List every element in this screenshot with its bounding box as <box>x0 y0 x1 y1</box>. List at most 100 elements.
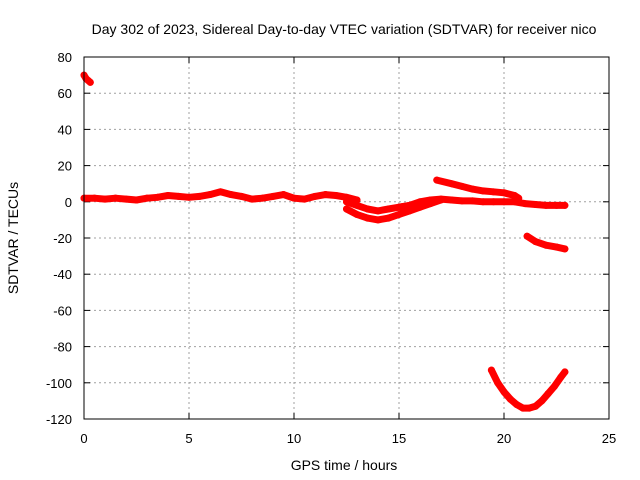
data-point <box>301 195 308 203</box>
x-tick-label: 15 <box>392 431 406 446</box>
data-point <box>494 379 502 387</box>
grid <box>84 57 609 419</box>
data-point <box>364 205 371 213</box>
data-point <box>154 193 161 201</box>
data-point <box>91 194 98 202</box>
data-point <box>280 191 287 199</box>
x-tick-label: 5 <box>185 431 192 446</box>
data-point <box>164 191 172 199</box>
data-point <box>343 198 350 206</box>
data-point <box>196 192 203 200</box>
data-point <box>532 402 539 410</box>
data-point <box>122 195 130 203</box>
data-point <box>561 368 569 376</box>
y-tick-label: -20 <box>53 231 72 246</box>
data-point <box>427 196 434 204</box>
y-tick-label: -60 <box>53 303 72 318</box>
data-point <box>490 198 497 206</box>
data-point <box>322 191 329 199</box>
data-point <box>290 194 298 202</box>
series-arc-2 <box>80 188 361 204</box>
data-point <box>143 194 151 202</box>
data-point <box>553 201 560 209</box>
data-point <box>523 232 531 240</box>
data-point <box>269 192 277 200</box>
data-point <box>385 214 392 222</box>
data-point <box>185 193 193 201</box>
data-point <box>353 201 361 209</box>
data-point <box>542 201 550 209</box>
series-arc-8 <box>487 366 569 412</box>
plot-frame <box>83 56 610 420</box>
y-tick-label: -100 <box>46 376 72 391</box>
data-point <box>538 397 546 405</box>
data-point <box>112 194 119 202</box>
data-point <box>86 78 94 86</box>
data-point <box>448 180 455 188</box>
data-point <box>469 197 476 205</box>
data-point <box>433 176 441 184</box>
data-point <box>513 401 521 409</box>
data-point <box>238 192 245 200</box>
y-tick-label: 60 <box>58 86 72 101</box>
data-point <box>490 188 497 196</box>
data-point <box>343 205 350 213</box>
data-point <box>133 196 140 204</box>
data-point <box>553 243 560 251</box>
data-point <box>374 207 382 215</box>
data-point <box>332 191 340 199</box>
data-point <box>217 188 224 196</box>
data-point <box>500 198 508 206</box>
data-point <box>561 201 569 209</box>
x-axis-label: GPS time / hours <box>291 457 398 473</box>
data-point <box>544 390 552 398</box>
data-point <box>557 373 565 381</box>
data-point <box>175 192 182 200</box>
data-point <box>406 201 413 209</box>
data-point <box>206 191 214 199</box>
chart-title: Day 302 of 2023, Sidereal Day-to-day VTE… <box>92 21 597 37</box>
y-tick-label: 20 <box>58 159 72 174</box>
series-arc-5 <box>395 195 569 211</box>
x-tick-label: 20 <box>497 431 511 446</box>
data-point <box>506 395 514 403</box>
data-point <box>500 189 508 197</box>
data-point <box>395 203 403 211</box>
data-point <box>542 241 550 249</box>
series-arc-7 <box>523 232 569 253</box>
data-point <box>458 197 466 205</box>
x-tick-label: 10 <box>287 431 301 446</box>
data-point <box>479 187 487 195</box>
data-point <box>374 216 382 224</box>
series-trace <box>343 196 445 224</box>
y-tick-label: -80 <box>53 340 72 355</box>
y-tick-label: 0 <box>65 195 72 210</box>
data-point <box>487 366 495 374</box>
data-point <box>519 404 527 412</box>
series-arc-1 <box>80 71 94 86</box>
x-tick-label: 0 <box>80 431 87 446</box>
data-point <box>385 205 392 213</box>
y-axis-label: SDTVAR / TECUs <box>5 182 21 294</box>
data-point <box>101 195 109 203</box>
axis-ticks: 80 60 40 20 0 -20 -40 -60 -80 -100 -120 0 5 10 15 20 25 <box>46 50 616 446</box>
data-point <box>227 191 235 199</box>
data-point <box>532 238 539 246</box>
data-point <box>448 196 455 204</box>
data-point <box>500 388 508 396</box>
y-tick-label: 40 <box>58 122 72 137</box>
data-point <box>469 185 476 193</box>
data-point <box>437 195 445 203</box>
x-tick-label: 25 <box>602 431 616 446</box>
y-tick-label: -40 <box>53 267 72 282</box>
data-point <box>416 198 424 206</box>
data-point <box>353 210 361 218</box>
series-arc-6 <box>433 176 523 202</box>
data-point <box>532 201 539 209</box>
y-tick-label: -120 <box>46 412 72 427</box>
data-point <box>525 404 533 412</box>
data-point <box>521 200 529 208</box>
y-tick-label: 80 <box>58 50 72 65</box>
data-point <box>561 245 569 253</box>
